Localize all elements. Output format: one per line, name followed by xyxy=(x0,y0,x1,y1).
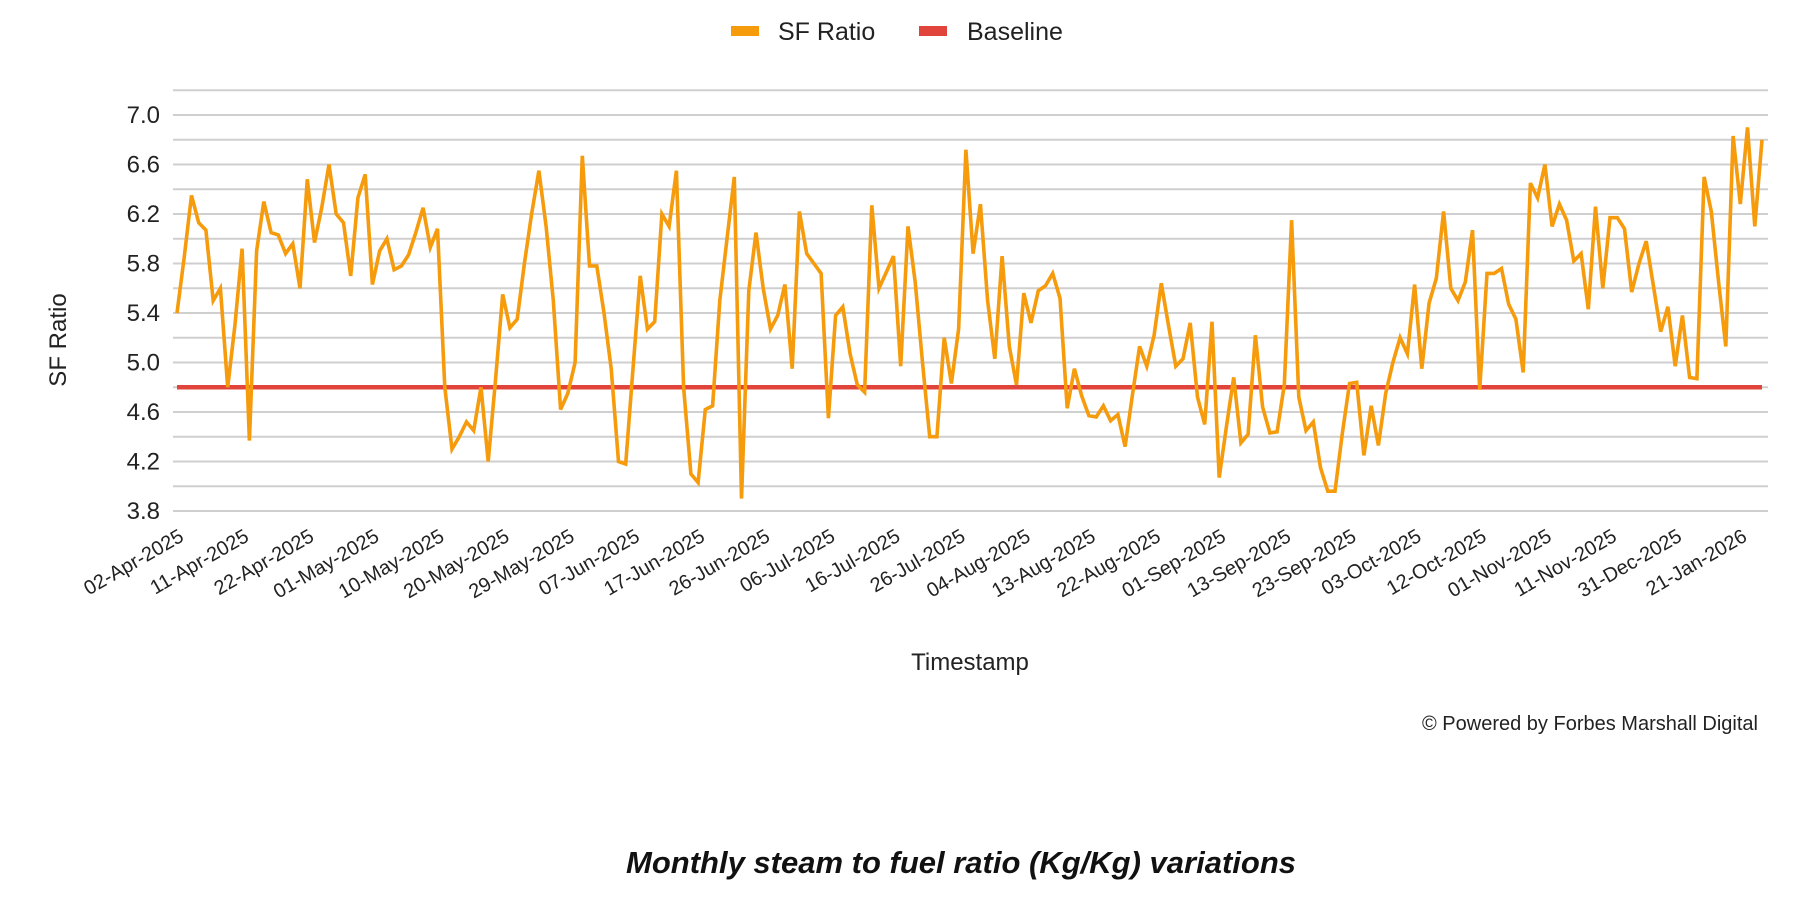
y-tick-label: 6.6 xyxy=(127,152,160,179)
gridlines xyxy=(173,89,1768,512)
x-axis-ticks: 02-Apr-202511-Apr-202522-Apr-202501-May-… xyxy=(80,525,1751,603)
y-tick-label: 3.8 xyxy=(127,498,160,525)
y-tick-label: 4.2 xyxy=(127,449,160,476)
legend-swatch-sf-ratio xyxy=(731,26,759,36)
y-tick-label: 5.4 xyxy=(127,300,160,327)
y-tick-label: 4.6 xyxy=(127,399,160,426)
y-tick-label: 6.2 xyxy=(127,201,160,228)
y-axis-ticks: 7.0 6.6 6.2 5.8 5.4 5.0 4.6 4.2 3.8 xyxy=(127,102,160,525)
powered-by-credit: © Powered by Forbes Marshall Digital xyxy=(1422,713,1758,735)
y-tick-label: 5.0 xyxy=(127,350,160,377)
legend-label-baseline: Baseline xyxy=(967,18,1063,46)
chart-caption: Monthly steam to fuel ratio (Kg/Kg) vari… xyxy=(626,845,1296,880)
legend-swatch-baseline xyxy=(919,26,947,36)
legend-label-sf-ratio: SF Ratio xyxy=(778,18,875,46)
y-tick-label: 7.0 xyxy=(127,102,160,129)
sf-ratio-series-line xyxy=(175,127,1764,499)
x-axis-label: Timestamp xyxy=(911,649,1029,676)
legend: SF Ratio Baseline xyxy=(731,18,1063,46)
y-axis-label: SF Ratio xyxy=(45,293,72,386)
y-tick-label: 5.8 xyxy=(127,251,160,278)
